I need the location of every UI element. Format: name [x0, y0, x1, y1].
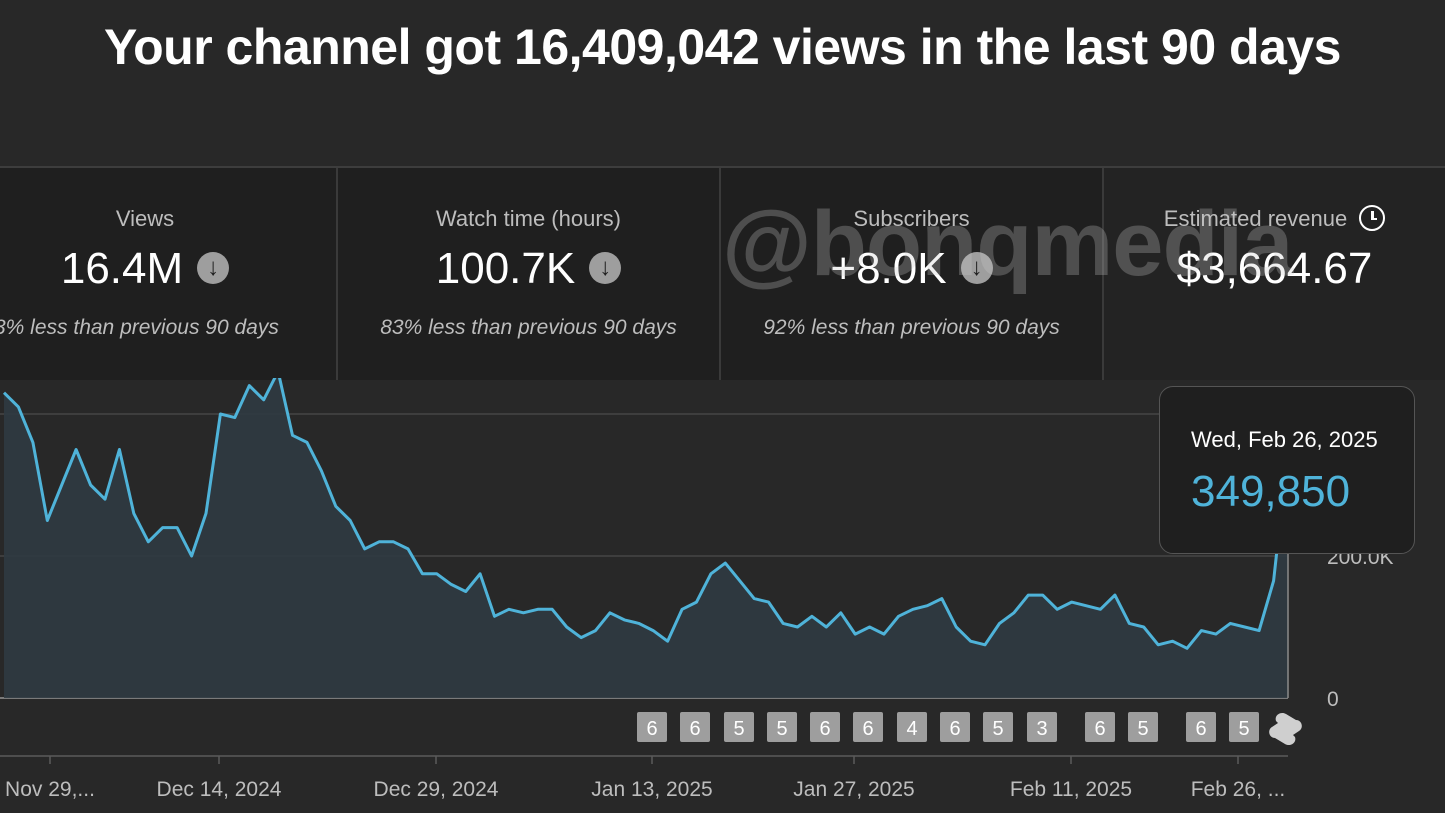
- metric-label-row: Estimated revenue: [1104, 205, 1445, 233]
- metric-label: Watch time (hours): [435, 206, 621, 231]
- metrics-row: Views 16.4M ↓ 3% less than previous 90 da…: [0, 166, 1445, 380]
- series-line: [2, 378, 1290, 650]
- arrow-down-icon: ↓: [197, 252, 230, 285]
- metric-note: 3% less than previous 90 days: [0, 316, 279, 339]
- series-area: [4, 378, 1288, 698]
- x-tick-label: Dec 29, 2024: [374, 778, 499, 801]
- event-badge: [724, 712, 754, 742]
- event-badge-label: 5: [1238, 718, 1249, 740]
- clock-icon[interactable]: [1359, 205, 1386, 232]
- event-badge: [983, 712, 1013, 742]
- event-badge: [637, 712, 667, 742]
- event-badge: [940, 712, 970, 742]
- event-badge-label: 4: [906, 718, 917, 740]
- metric-value-row: 16.4M ↓: [0, 244, 336, 294]
- event-badge-label: 6: [1195, 718, 1206, 740]
- arrow-down-icon: ↓: [960, 252, 993, 285]
- x-tick-label: Jan 27, 2025: [793, 778, 914, 801]
- event-badge: [767, 712, 797, 742]
- metric-card-views[interactable]: Views 16.4M ↓ 3% less than previous 90 da…: [0, 168, 338, 380]
- shorts-icon: [1269, 712, 1302, 746]
- metric-card-watch-time[interactable]: Watch time (hours) 100.7K ↓ 83% less than…: [338, 168, 721, 380]
- event-badge-label: 6: [949, 718, 960, 740]
- metric-value-row: 100.7K ↓: [338, 244, 719, 294]
- event-badge-label: 5: [776, 718, 787, 740]
- x-tick-label: Feb 26, ...: [1191, 778, 1286, 801]
- metric-note: 83% less than previous 90 days: [380, 316, 677, 339]
- metric-label: Estimated revenue: [1163, 206, 1348, 231]
- y-tick-label: 0: [1327, 688, 1339, 711]
- event-badge-label: 6: [646, 718, 657, 740]
- event-badge: [853, 712, 883, 742]
- event-badge-label: 6: [689, 718, 700, 740]
- event-badge: [1027, 712, 1057, 742]
- tooltip-date: Wed, Feb 26, 2025: [1191, 427, 1378, 452]
- x-tick-label: Nov 29,...: [5, 778, 95, 801]
- chart-tooltip: Wed, Feb 26, 2025 349,850: [1159, 386, 1415, 554]
- event-badge: [1128, 712, 1158, 742]
- metric-value-row: +8.0K ↓: [721, 244, 1102, 294]
- metric-card-revenue[interactable]: Estimated revenue $3,664.67: [1104, 168, 1445, 380]
- event-badge: [810, 712, 840, 742]
- x-tick-label: Dec 14, 2024: [157, 778, 282, 801]
- event-badge: [897, 712, 927, 742]
- metric-value: 16.4M: [60, 244, 184, 293]
- event-badge-label: 5: [733, 718, 744, 740]
- event-badge: [1186, 712, 1216, 742]
- metric-note: 92% less than previous 90 days: [763, 316, 1060, 339]
- metric-value: +8.0K: [830, 244, 947, 293]
- event-badge: [1085, 712, 1115, 742]
- metric-label: Subscribers: [853, 206, 970, 231]
- event-badge: [680, 712, 710, 742]
- x-tick-label: Jan 13, 2025: [591, 778, 712, 801]
- event-badge-label: 3: [1036, 718, 1047, 740]
- event-badge-label: 6: [1094, 718, 1105, 740]
- metric-value: $3,664.67: [1176, 244, 1373, 293]
- metric-label: Views: [115, 206, 175, 231]
- event-badge-label: 5: [1137, 718, 1148, 740]
- event-badge: [1229, 712, 1259, 742]
- event-badge-label: 5: [992, 718, 1003, 740]
- metric-value: 100.7K: [435, 244, 576, 293]
- x-tick-label: Feb 11, 2025: [1010, 778, 1132, 801]
- event-badge-label: 6: [862, 718, 873, 740]
- event-badge-label: 6: [819, 718, 830, 740]
- page-headline: Your channel got 16,409,042 views in the…: [103, 19, 1342, 75]
- arrow-down-icon: ↓: [589, 252, 622, 285]
- metric-card-subscribers[interactable]: Subscribers +8.0K ↓ 92% less than previou…: [721, 168, 1104, 380]
- tooltip-value: 349,850: [1191, 467, 1351, 516]
